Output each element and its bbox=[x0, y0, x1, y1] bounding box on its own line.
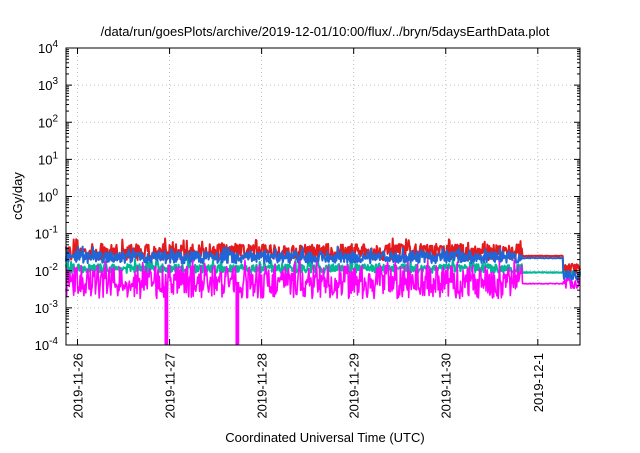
y-tick-label: 10-1 bbox=[35, 225, 59, 242]
x-tick-label: 2019-11-29 bbox=[347, 353, 362, 419]
y-tick-label: 10-3 bbox=[35, 299, 59, 316]
series-line bbox=[65, 259, 581, 300]
x-tick-label: 2019-11-27 bbox=[163, 353, 178, 419]
axis-layer: 10-4 10-3 10-2 10-1 100 101 102 103 104 2019-11-2… bbox=[35, 39, 580, 419]
y-tick-label: 10-4 bbox=[35, 336, 59, 353]
y-tick-label: 100 bbox=[38, 188, 58, 205]
chart-title: /data/run/goesPlots/archive/2019-12-01/1… bbox=[101, 24, 550, 39]
y-axis-label: cGy/day bbox=[10, 172, 25, 220]
series-layer bbox=[65, 237, 581, 345]
series-line bbox=[65, 245, 581, 282]
x-tick-label: 2019-12-1 bbox=[531, 353, 546, 412]
y-tick-label: 102 bbox=[38, 113, 58, 130]
y-tick-label: 101 bbox=[38, 150, 58, 167]
y-tick-label: 104 bbox=[38, 39, 58, 56]
x-tick-label: 2019-11-30 bbox=[439, 353, 454, 419]
grid-layer bbox=[66, 48, 580, 345]
y-tick-label: 10-2 bbox=[35, 262, 59, 279]
y-tick-label: 103 bbox=[38, 76, 58, 93]
x-tick-label: 2019-11-26 bbox=[71, 353, 86, 419]
x-tick-label: 2019-11-28 bbox=[255, 353, 270, 419]
x-axis-label: Coordinated Universal Time (UTC) bbox=[225, 430, 424, 445]
